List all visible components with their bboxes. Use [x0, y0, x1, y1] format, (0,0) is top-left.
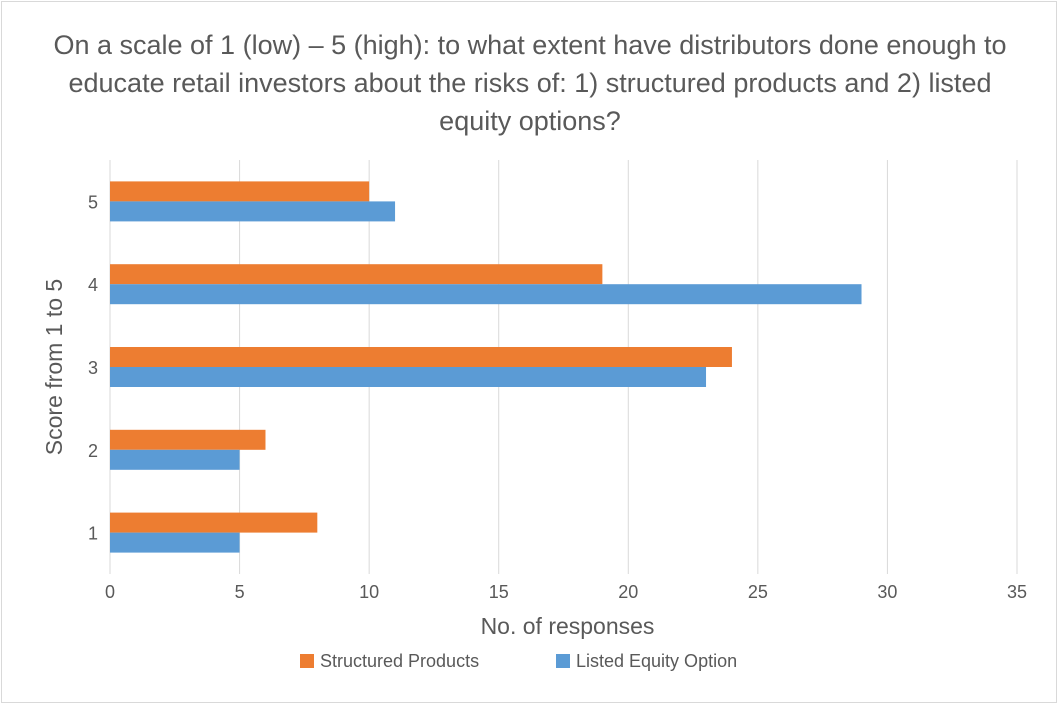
- x-tick-label: 5: [235, 582, 245, 602]
- bar-listed-equity-option: [110, 367, 707, 387]
- y-tick-label: 5: [88, 192, 98, 212]
- bar-structured-products: [110, 429, 266, 450]
- y-tick-label: 4: [88, 275, 98, 295]
- bar-structured-products: [110, 347, 732, 367]
- x-tick-label: 35: [1007, 582, 1027, 602]
- bar-listed-equity-option: [110, 201, 396, 222]
- legend-label: Listed Equity Option: [576, 651, 737, 671]
- x-tick-label: 10: [359, 582, 379, 602]
- x-tick-label: 20: [618, 582, 638, 602]
- x-axis-title: No. of responses: [481, 613, 655, 639]
- x-tick-label: 15: [489, 582, 509, 602]
- x-tick-label: 30: [877, 582, 897, 602]
- bar-listed-equity-option: [110, 284, 862, 305]
- y-axis-title: Score from 1 to 5: [41, 279, 67, 455]
- y-tick-label: 2: [88, 441, 98, 461]
- bar-structured-products: [110, 264, 603, 285]
- bar-listed-equity-option: [110, 532, 240, 553]
- legend-swatch: [300, 654, 314, 668]
- y-tick-label: 3: [88, 358, 98, 378]
- bar-structured-products: [110, 181, 370, 202]
- chart-title: On a scale of 1 (low) – 5 (high): to wha…: [53, 30, 1007, 136]
- bar-listed-equity-option: [110, 449, 240, 470]
- legend-swatch: [556, 654, 570, 668]
- bar-structured-products: [110, 512, 318, 533]
- x-tick-label: 0: [105, 582, 115, 602]
- legend-label: Structured Products: [320, 651, 479, 671]
- y-tick-label: 1: [88, 524, 98, 544]
- x-tick-label: 25: [748, 582, 768, 602]
